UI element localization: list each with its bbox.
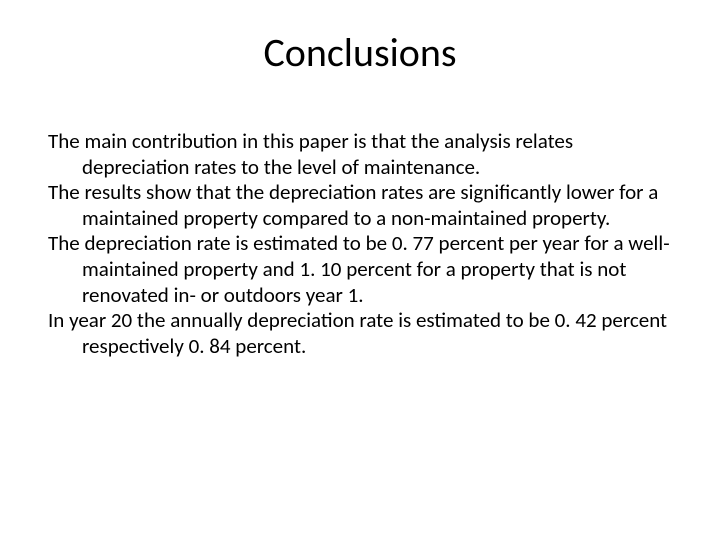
slide: Conclusions The main contribution in thi… [0, 0, 720, 540]
slide-title: Conclusions [48, 28, 672, 77]
body-paragraph: The results show that the depreciation r… [48, 180, 672, 231]
body-paragraph: In year 20 the annually depreciation rat… [48, 308, 672, 359]
slide-body: The main contribution in this paper is t… [48, 129, 672, 359]
body-paragraph: The depreciation rate is estimated to be… [48, 231, 672, 308]
body-paragraph: The main contribution in this paper is t… [48, 129, 672, 180]
